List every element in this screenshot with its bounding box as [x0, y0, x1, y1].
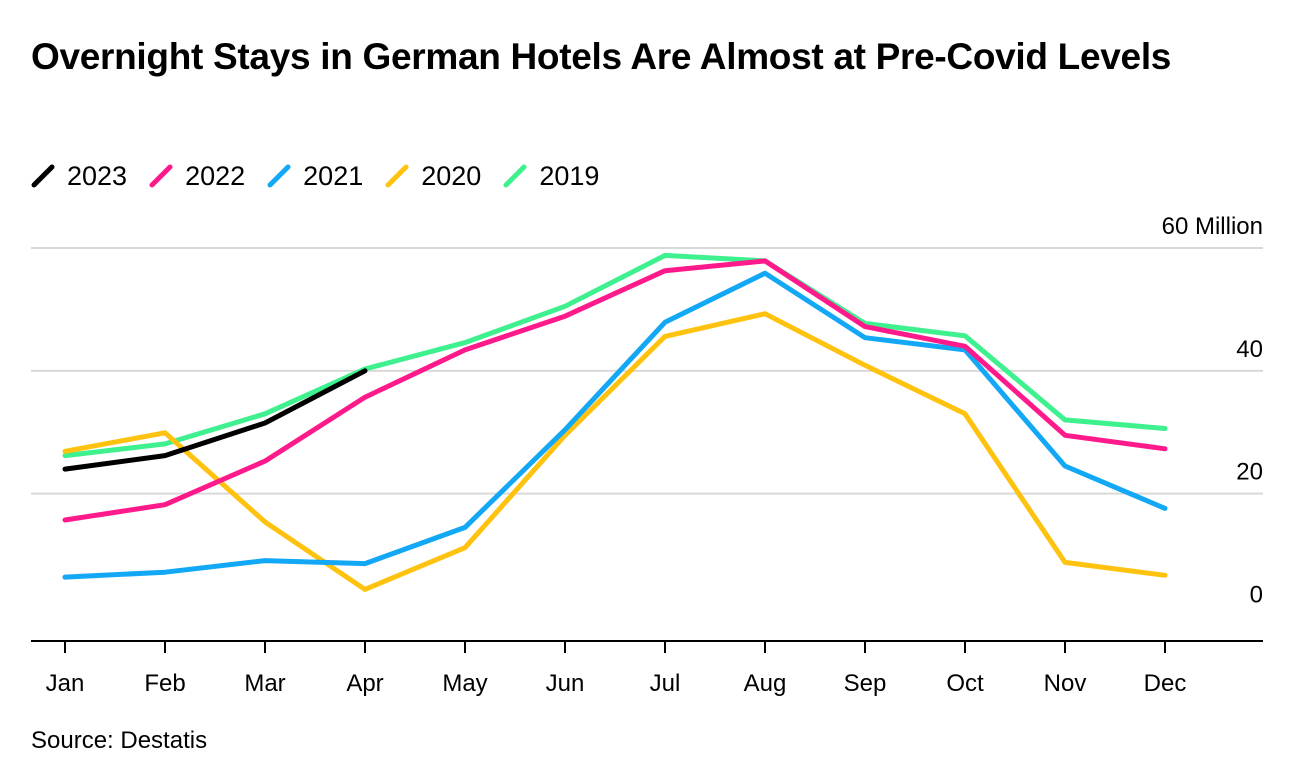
legend-item-2020: 2020 — [385, 161, 481, 192]
x-tick-label-Feb: Feb — [144, 670, 185, 697]
y-tick-label-0: 0 — [1250, 581, 1263, 608]
x-tick-label-Jun: Jun — [546, 670, 585, 697]
x-tick-label-Jan: Jan — [46, 670, 85, 697]
x-tick-label-Dec: Dec — [1144, 670, 1187, 697]
legend-label-2020: 2020 — [421, 160, 482, 191]
legend-swatch-2019 — [503, 164, 527, 188]
series-lines — [62, 252, 1168, 592]
axes — [31, 640, 1263, 653]
legend-swatch-2022 — [149, 164, 173, 188]
chart-title: Overnight Stays in German Hotels Are Alm… — [31, 36, 1172, 77]
legend-label-2022: 2022 — [185, 160, 246, 191]
tick-labels: 0 20 40 60 Million Jan Feb Mar Apr May Jun Jul Aug S… — [46, 213, 1263, 697]
legend-swatch-2020 — [385, 164, 409, 188]
x-tick-label-Sep: Sep — [844, 670, 887, 697]
y-tick-label-60: 60 Million — [1162, 213, 1263, 240]
x-tick-label-Mar: Mar — [244, 670, 285, 697]
legend-swatch-2021 — [267, 164, 291, 188]
chart-legend: 2023 2022 2021 2020 2019 — [31, 156, 621, 196]
x-tick-label-Jul: Jul — [650, 670, 681, 697]
legend-swatch-2023 — [31, 164, 55, 188]
series-line-2022 — [62, 258, 1168, 523]
gridlines — [31, 247, 1263, 495]
y-tick-label-40: 40 — [1236, 336, 1263, 363]
legend-item-2019: 2019 — [503, 161, 599, 192]
series-line-2023 — [62, 368, 368, 472]
series-line-2019 — [62, 252, 1168, 459]
x-tick-label-Apr: Apr — [346, 670, 383, 697]
x-tick-label-Aug: Aug — [744, 670, 787, 697]
legend-label-2023: 2023 — [67, 160, 128, 191]
x-tick-label-Nov: Nov — [1044, 670, 1087, 697]
legend-item-2021: 2021 — [267, 161, 363, 192]
series-line-2021 — [62, 270, 1168, 580]
legend-label-2019: 2019 — [539, 160, 600, 191]
x-tick-label-Oct: Oct — [946, 670, 984, 697]
legend-item-2022: 2022 — [149, 161, 245, 192]
source-note: Source: Destatis — [31, 727, 208, 754]
legend-item-2023: 2023 — [31, 161, 127, 192]
legend-label-2021: 2021 — [303, 160, 364, 191]
x-tick-label-May: May — [442, 670, 487, 697]
series-line-2020 — [62, 311, 1168, 592]
y-tick-label-20: 20 — [1236, 459, 1263, 486]
